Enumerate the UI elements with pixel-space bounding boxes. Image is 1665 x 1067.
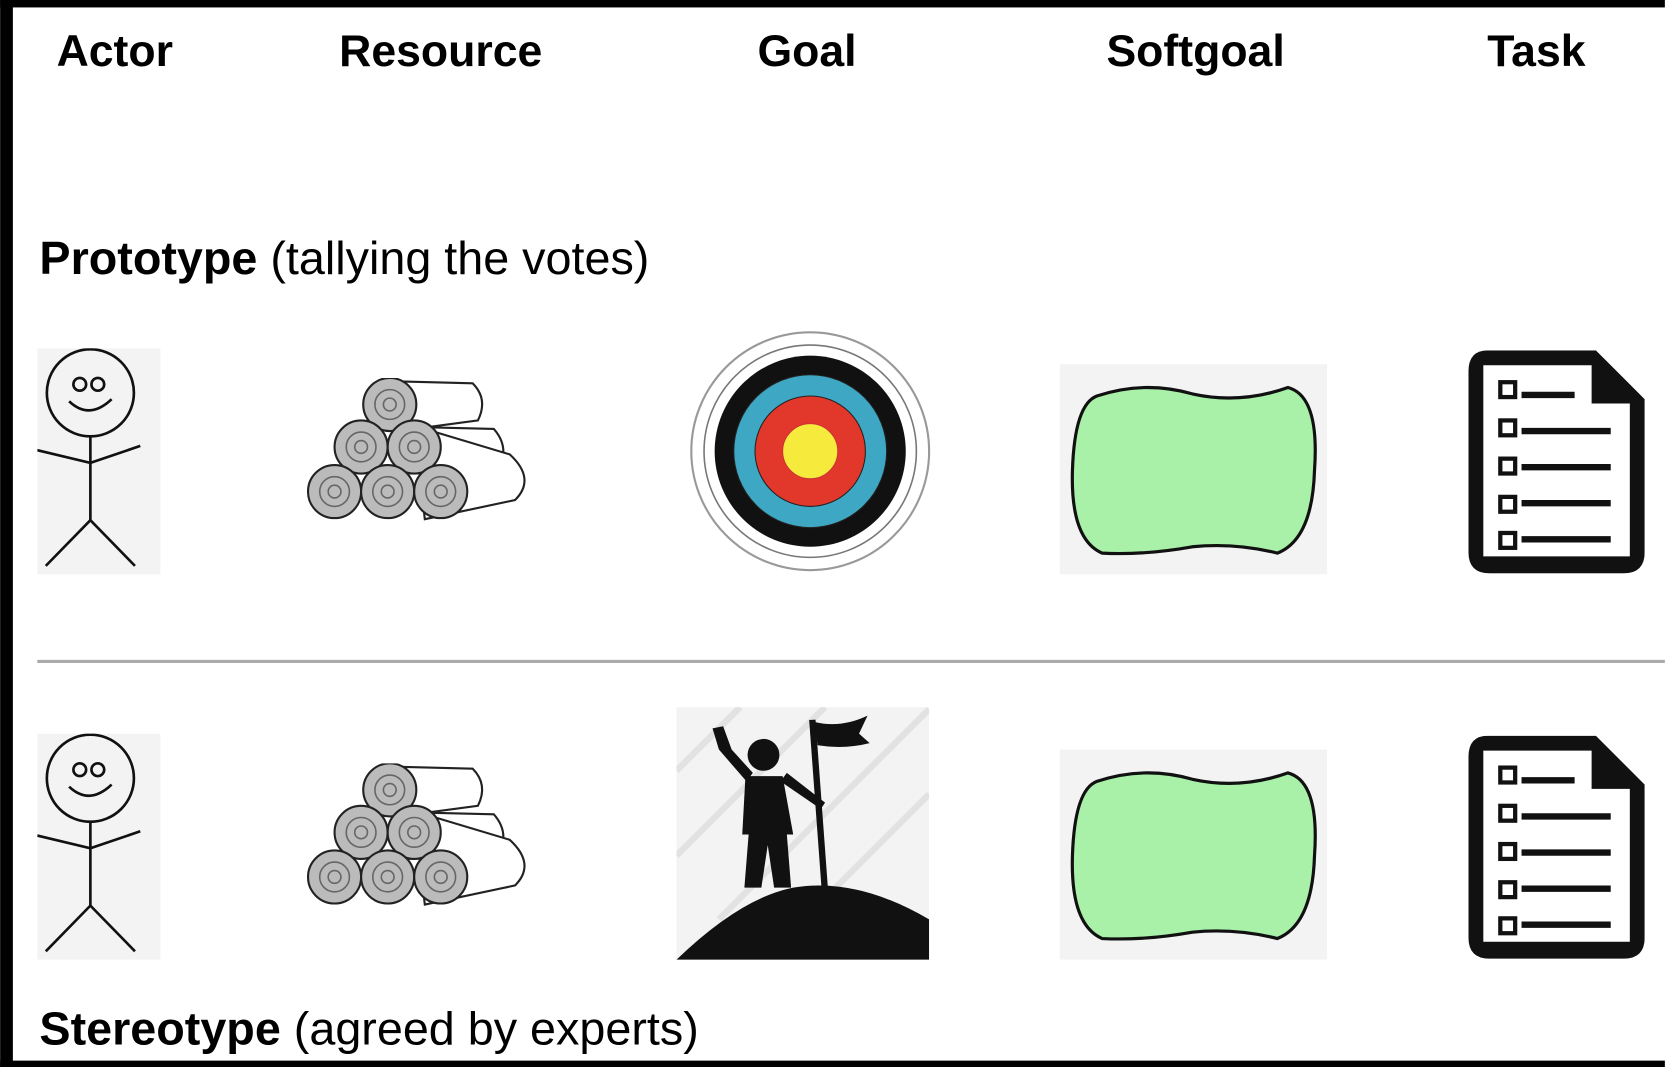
section-label: Stereotype: [39, 1003, 280, 1055]
section-label: Prototype: [39, 232, 257, 284]
task-icon: [1468, 350, 1644, 573]
section-title: Prototype (tallying the votes): [39, 232, 649, 284]
column-header: Resource: [339, 27, 542, 76]
column-header: Task: [1487, 27, 1586, 76]
softgoal-icon: [1060, 750, 1328, 960]
actor-icon: [37, 348, 160, 574]
frame-left: [0, 0, 13, 1067]
section-description: (agreed by experts): [294, 1003, 699, 1055]
softgoal-icon: [1060, 364, 1328, 574]
frame-top: [0, 0, 1665, 8]
goal-icon: [676, 707, 929, 960]
actor-icon: [37, 734, 160, 960]
column-header: Softgoal: [1106, 27, 1284, 76]
column-header: Actor: [57, 27, 173, 76]
task-icon: [1468, 736, 1644, 959]
section-description: (tallying the votes): [270, 232, 649, 284]
frame-bottom: [0, 1060, 1665, 1067]
column-header: Goal: [757, 27, 856, 76]
section-title: Stereotype (agreed by experts): [39, 1003, 698, 1055]
goal-icon: [691, 332, 929, 570]
